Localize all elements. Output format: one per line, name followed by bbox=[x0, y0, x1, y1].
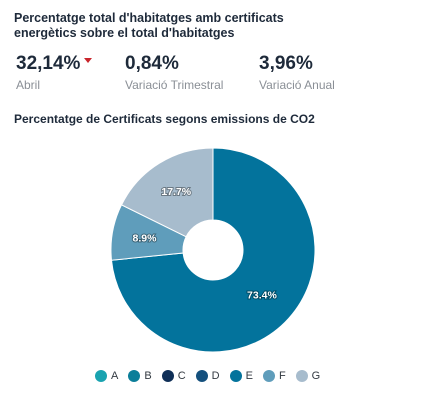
legend-swatch-B bbox=[128, 370, 141, 382]
legend-item-A[interactable]: A bbox=[95, 370, 118, 382]
legend-label-D: D bbox=[211, 370, 220, 382]
legend-swatch-G bbox=[295, 370, 308, 382]
donut-chart: 73.4% 8.9% 17.7% bbox=[110, 147, 316, 353]
trend-down-icon bbox=[84, 58, 93, 63]
kpi-annual-label: Variació Anual bbox=[259, 78, 335, 92]
slice-label-E: 73.4% bbox=[247, 289, 277, 301]
kpi-month: 32,14% Abril bbox=[16, 53, 93, 92]
legend-item-E[interactable]: E bbox=[229, 370, 253, 382]
legend-swatch-A bbox=[95, 370, 107, 382]
legend-label-B: B bbox=[144, 370, 152, 382]
page-title: Percentatge total d'habitatges amb certi… bbox=[14, 11, 284, 40]
slice-label-G: 17.7% bbox=[161, 186, 191, 198]
kpi-quarterly: 0,84% Variació Trimestral bbox=[125, 53, 223, 92]
kpi-annual: 3,96% Variació Anual bbox=[259, 53, 335, 92]
legend-label-E: E bbox=[245, 370, 253, 382]
kpi-quarterly-label: Variació Trimestral bbox=[125, 78, 224, 92]
chart-title: Percentatge de Certificats segons emissi… bbox=[14, 112, 315, 126]
kpi-month-value-row: 32,14% bbox=[16, 53, 93, 75]
legend-swatch-E bbox=[229, 370, 242, 382]
legend-item-C[interactable]: C bbox=[161, 370, 186, 382]
slice-label-F: 8.9% bbox=[133, 233, 158, 245]
chart-legend: A B C D E F G bbox=[95, 370, 320, 382]
legend-item-D[interactable]: D bbox=[195, 370, 220, 382]
kpi-quarterly-value: 0,84% bbox=[125, 53, 179, 74]
legend-swatch-C bbox=[161, 370, 174, 382]
legend-label-C: C bbox=[177, 370, 186, 382]
legend-swatch-F bbox=[262, 370, 275, 382]
slice-G[interactable] bbox=[120, 147, 214, 238]
kpi-month-label: Abril bbox=[16, 78, 41, 92]
legend-label-A: A bbox=[111, 370, 119, 382]
legend-item-B[interactable]: B bbox=[128, 370, 152, 382]
legend-label-F: F bbox=[278, 370, 286, 382]
legend-swatch-D bbox=[195, 370, 208, 382]
slice-E[interactable] bbox=[110, 147, 316, 353]
kpi-annual-value: 3,96% bbox=[259, 53, 313, 74]
legend-item-G[interactable]: G bbox=[295, 370, 321, 382]
legend-item-F[interactable]: F bbox=[262, 370, 286, 382]
legend-label-G: G bbox=[311, 370, 321, 382]
kpi-month-value: 32,14% bbox=[16, 53, 81, 74]
